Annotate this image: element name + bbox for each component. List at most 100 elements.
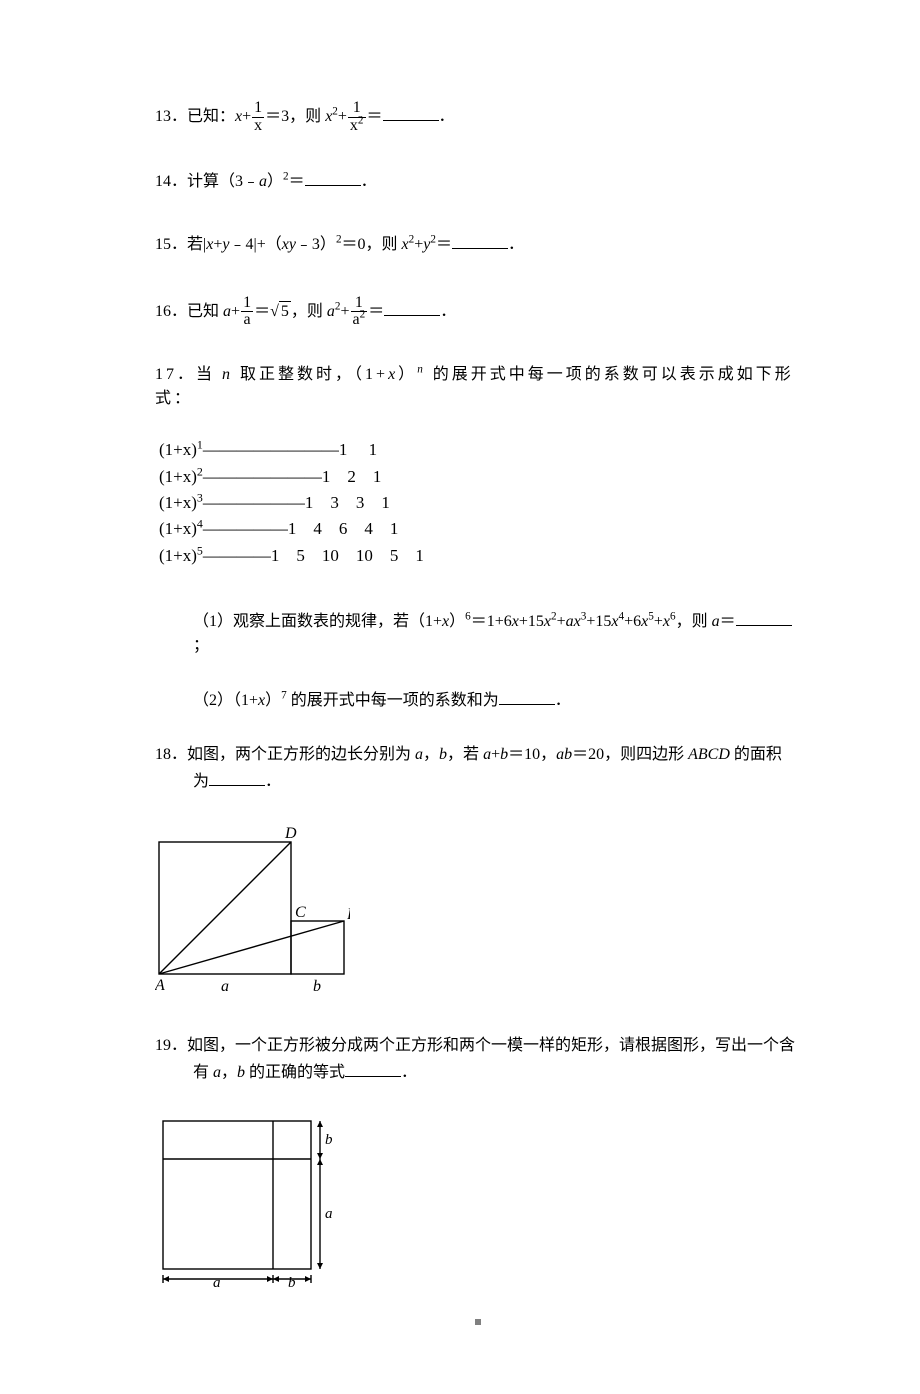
text: ，则 xyxy=(676,613,712,630)
text: +15 xyxy=(586,613,611,630)
text: +6 xyxy=(624,613,641,630)
figure-18-svg: ABCDab xyxy=(155,824,350,994)
var: x xyxy=(663,613,670,630)
problem-13: 13．已知：x+1x＝3，则 x2+1x2＝． xyxy=(155,100,800,135)
answer-blank[interactable] xyxy=(209,769,265,786)
text: ﹣4|+（ xyxy=(229,236,281,253)
figure-19-svg: baab xyxy=(155,1115,335,1290)
pascal-row: (1+x)3——————1 3 3 1 xyxy=(159,490,800,516)
fraction: 1a2 xyxy=(351,295,368,330)
text: 的正确的等式 xyxy=(245,1064,345,1081)
plus: + xyxy=(491,746,500,763)
equals: ＝ xyxy=(720,613,736,630)
var: ab xyxy=(556,746,572,763)
plus: + xyxy=(242,108,251,125)
text: 的面积 xyxy=(730,746,782,763)
svg-text:a: a xyxy=(213,1275,221,1290)
answer-blank[interactable] xyxy=(383,104,439,121)
problem-19: 19．如图，一个正方形被分成两个正方形和两个一模一样的矩形，请根据图形，写出一个… xyxy=(155,1034,800,1058)
answer-blank[interactable] xyxy=(452,232,508,249)
period: ． xyxy=(439,108,455,125)
answer-blank[interactable] xyxy=(384,299,440,316)
q-number: 19． xyxy=(155,1037,187,1054)
answer-blank[interactable] xyxy=(305,169,361,186)
sup-n: n xyxy=(417,364,426,376)
text: 的展开式中每一项的系数和为 xyxy=(287,692,499,709)
text: ） xyxy=(398,366,417,383)
var: a xyxy=(483,746,491,763)
den-var: a xyxy=(353,311,360,328)
denominator: x xyxy=(252,118,264,135)
period: ． xyxy=(555,692,571,709)
q-number: 16． xyxy=(155,303,187,320)
fraction: 1x2 xyxy=(348,100,366,135)
denominator: x2 xyxy=(348,118,366,135)
q-number: 18． xyxy=(155,746,187,763)
text: 取正整数时，（1+ xyxy=(233,366,388,383)
numerator: 1 xyxy=(241,295,253,313)
var: a xyxy=(712,613,720,630)
fraction: 1a xyxy=(241,295,253,330)
period: ． xyxy=(265,773,281,790)
equals: ＝ xyxy=(289,173,305,190)
q-number: 17． xyxy=(155,366,196,383)
denominator: a2 xyxy=(351,312,368,329)
q-number: 13． xyxy=(155,108,187,125)
text: ） xyxy=(267,173,283,190)
problem-19-line2: 有 a，b 的正确的等式． xyxy=(155,1060,800,1085)
var: b xyxy=(237,1064,245,1081)
text: 当 xyxy=(196,366,222,383)
problem-17-sub1: （1）观察上面数表的规律，若（1+x）6＝1+6x+15x2+ax3+15x4+… xyxy=(155,609,800,658)
sqrt-symbol: √ xyxy=(270,300,279,324)
svg-text:A: A xyxy=(155,977,165,994)
var-a: a xyxy=(327,303,335,320)
var: x xyxy=(402,236,409,253)
den-sup: 2 xyxy=(360,309,366,321)
var-n: n xyxy=(222,366,233,383)
text: 有 xyxy=(193,1064,213,1081)
period: ． xyxy=(401,1064,417,1081)
plus: + xyxy=(338,108,347,125)
text: ＝10， xyxy=(508,746,556,763)
svg-text:C: C xyxy=(295,904,306,921)
den-var: x xyxy=(350,117,358,134)
var: x xyxy=(611,613,618,630)
text: 如图，两个正方形的边长分别为 xyxy=(187,746,415,763)
numerator: 1 xyxy=(252,100,264,118)
plus: + xyxy=(231,303,240,320)
text: + xyxy=(414,236,423,253)
problem-15: 15．若|x+y﹣4|+（xy﹣3）2＝0，则 x2+y2＝． xyxy=(155,232,800,257)
pascal-triangle: (1+x)1————————1 1(1+x)2———————1 2 1(1+x)… xyxy=(159,437,800,569)
q-number: 14． xyxy=(155,173,187,190)
answer-blank[interactable] xyxy=(499,688,555,705)
var-a: a xyxy=(259,173,267,190)
page: 13．已知：x+1x＝3，则 x2+1x2＝． 14．计算（3﹣a）2＝． 15… xyxy=(0,0,920,1394)
text: 为 xyxy=(193,773,209,790)
problem-16: 16．已知 a+1a＝√5，则 a2+1a2＝． xyxy=(155,295,800,330)
pascal-row: (1+x)4—————1 4 6 4 1 xyxy=(159,516,800,542)
text: ＝0，则 xyxy=(342,236,402,253)
text: 已知： xyxy=(187,108,235,125)
answer-blank[interactable] xyxy=(345,1060,401,1077)
answer-blank[interactable] xyxy=(736,609,792,626)
var-a: a xyxy=(223,303,231,320)
text: ＝3，则 xyxy=(265,108,325,125)
pascal-row: (1+x)1————————1 1 xyxy=(159,437,800,463)
text: （2）（1+ xyxy=(193,692,258,709)
var: xy xyxy=(282,236,296,253)
text: ，若 xyxy=(447,746,483,763)
problem-14: 14．计算（3﹣a）2＝． xyxy=(155,169,800,194)
text: 若| xyxy=(187,236,206,253)
var-x: x xyxy=(388,366,398,383)
pascal-row: (1+x)2———————1 2 1 xyxy=(159,464,800,490)
text: ＝1+6 xyxy=(471,613,512,630)
period: ． xyxy=(361,173,377,190)
var: a xyxy=(566,613,574,630)
text: 如图，一个正方形被分成两个正方形和两个一模一样的矩形，请根据图形，写出一个含 xyxy=(187,1037,795,1054)
svg-text:a: a xyxy=(221,978,229,994)
figure-19: baab xyxy=(155,1115,800,1290)
svg-text:b: b xyxy=(288,1275,296,1290)
var: b xyxy=(500,746,508,763)
svg-text:D: D xyxy=(284,825,297,842)
text: ） xyxy=(265,692,281,709)
